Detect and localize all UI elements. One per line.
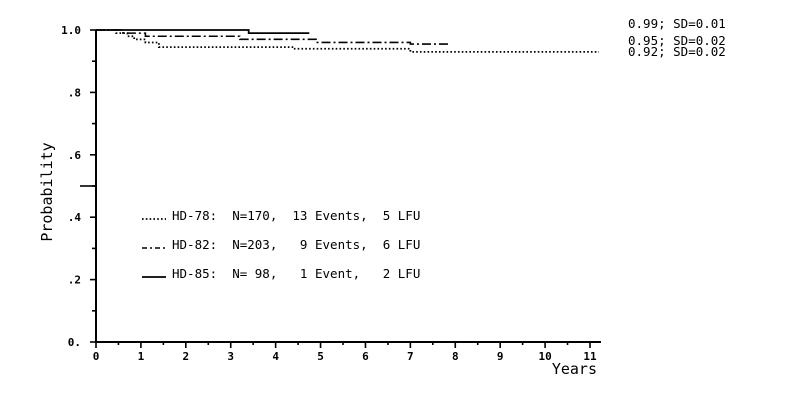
series-lines [96,29,599,53]
y-tick-label: .8 [68,86,81,99]
y-tick-label: .4 [68,211,82,224]
end-label-hd-85: 0.99; SD=0.01 [628,16,726,31]
legend-label-hd-78: HD-78: N=170, 13 Events, 5 LFU [172,208,420,223]
end-labels: 0.99; SD=0.01 0.95; SD=0.020.92; SD=0.02 [628,16,726,59]
legend-label-hd-85: HD-85: N= 98, 1 Event, 2 LFU [172,266,420,281]
x-tick-label: 10 [538,350,551,363]
x-tick-label: 2 [183,350,190,363]
x-tick-label: 5 [317,350,324,363]
axis-ticks: 0 1 2 3 4 5 6 7 8 9 10 11 0. .2 .4 .6 .8 1.0 [61,24,597,363]
x-tick-label: 3 [227,350,234,363]
end-label-hd-82: 0.95; SD=0.02 [628,33,726,48]
x-tick-label: 9 [497,350,504,363]
legend: HD-78: N=170, 13 Events, 5 LFU HD-82: N=2… [142,208,420,281]
x-tick-label: 11 [583,350,597,363]
end-label-hd-78: 0.92; SD=0.02 [628,44,726,59]
y-tick-label: .2 [68,274,81,287]
y-tick-label: 0. [68,336,81,349]
x-tick-label: 1 [138,350,145,363]
x-axis-label: Years [552,360,597,378]
x-tick-label: 6 [362,350,369,363]
x-tick-label: 4 [272,350,279,363]
y-tick-label: 1.0 [61,24,81,37]
x-tick-label: 8 [452,350,459,363]
series-line-hd-85 [96,29,310,35]
y-tick-label: .6 [68,149,82,162]
series-line-hd-78 [96,29,599,53]
series-line-hd-82 [96,29,451,45]
x-tick-label: 7 [407,350,414,363]
y-axis-label: Probability [38,142,56,241]
legend-label-hd-82: HD-82: N=203, 9 Events, 6 LFU [172,237,420,252]
x-tick-label: 0 [93,350,100,363]
